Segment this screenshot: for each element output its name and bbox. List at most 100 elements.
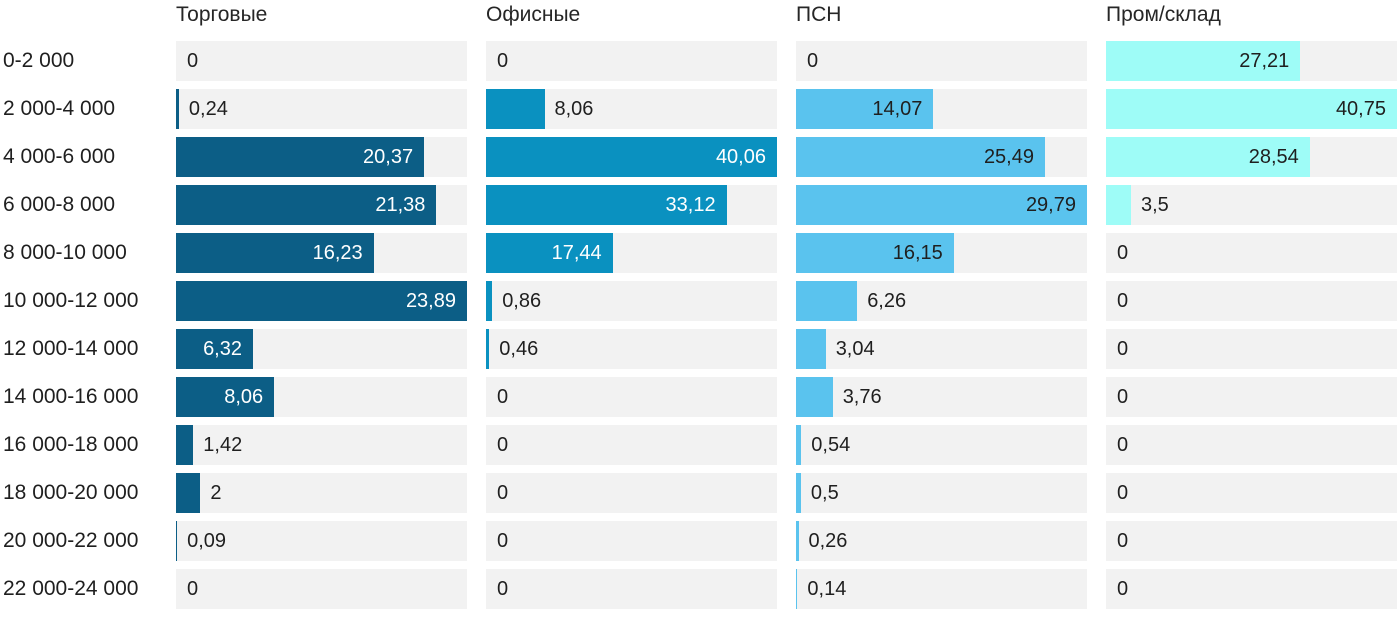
value-label: 0	[187, 50, 199, 72]
bar	[796, 521, 799, 561]
value-label: 16,15	[892, 242, 943, 264]
series-header-ofisnye: Офисные	[486, 3, 581, 26]
value-label: 0	[1117, 290, 1129, 312]
value-label: 0,24	[188, 98, 228, 120]
bar-track: 28,54	[1106, 137, 1397, 177]
value-label: 0,14	[807, 578, 847, 600]
bar-track: 0	[486, 425, 777, 465]
category-label: 20 000-22 000	[3, 529, 139, 552]
bar-track: 0	[486, 41, 777, 81]
category-label: 14 000-16 000	[3, 385, 139, 408]
bar-track: 0	[1106, 521, 1397, 561]
value-label: 0	[497, 386, 509, 408]
value-label: 0	[497, 434, 509, 456]
bar-track: 14,07	[796, 89, 1087, 129]
category-label: 10 000-12 000	[3, 289, 139, 312]
bar-track: 0,86	[486, 281, 777, 321]
bar-track: 23,89	[176, 281, 467, 321]
bar-track: 40,06	[486, 137, 777, 177]
bar-track: 6,32	[176, 329, 467, 369]
value-label: 0	[497, 50, 509, 72]
bar	[1106, 185, 1131, 225]
value-label: 16,23	[312, 242, 363, 264]
value-label: 0	[497, 530, 509, 552]
category-label: 0-2 000	[3, 49, 75, 72]
value-label: 23,89	[405, 290, 456, 312]
bar-track: 0,26	[796, 521, 1087, 561]
value-label: 14,07	[872, 98, 923, 120]
bar	[1106, 89, 1397, 129]
bar	[176, 329, 253, 369]
value-label: 0,26	[808, 530, 848, 552]
bar	[176, 185, 437, 225]
bar-track: 16,23	[176, 233, 467, 273]
value-label: 1,42	[203, 434, 243, 456]
bar-track: 3,04	[796, 329, 1087, 369]
bar	[1106, 137, 1310, 177]
bar-track: 40,75	[1106, 89, 1397, 129]
bar	[176, 281, 467, 321]
bar	[176, 425, 194, 465]
value-label: 0,46	[499, 338, 539, 360]
category-label: 6 000-8 000	[3, 193, 116, 216]
bar-track: 0,09	[176, 521, 467, 561]
bar	[486, 185, 727, 225]
bar	[796, 137, 1045, 177]
bar-track: 0	[1106, 377, 1397, 417]
bar-track: 0	[486, 377, 777, 417]
bar-track: 0	[1106, 281, 1397, 321]
bar-track: 17,44	[486, 233, 777, 273]
bar	[486, 329, 490, 369]
bar	[176, 89, 179, 129]
bar	[1106, 41, 1301, 81]
bar	[796, 569, 798, 609]
series-header-torgovye: Торговые	[176, 3, 268, 26]
bar-track: 16,15	[796, 233, 1087, 273]
bar	[796, 185, 1087, 225]
category-label: 4 000-6 000	[3, 145, 116, 168]
value-label: 0	[497, 482, 509, 504]
bar	[176, 137, 425, 177]
value-label: 0	[1117, 338, 1129, 360]
category-label: 16 000-18 000	[3, 433, 139, 456]
value-label: 0	[187, 578, 199, 600]
value-label: 0	[497, 578, 509, 600]
value-label: 29,79	[1025, 194, 1076, 216]
value-label: 0,09	[187, 530, 227, 552]
bar-track: 2	[176, 473, 467, 513]
bar-track: 0	[486, 569, 777, 609]
bar-track: 0	[176, 41, 467, 81]
value-label: 0	[1117, 242, 1129, 264]
bar	[176, 233, 374, 273]
bar	[486, 137, 777, 177]
bar-track: 8,06	[176, 377, 467, 417]
value-label: 3,76	[842, 386, 882, 408]
value-label: 0,54	[811, 434, 851, 456]
bar-track: 0,24	[176, 89, 467, 129]
value-label: 0,5	[810, 482, 839, 504]
value-label: 2	[210, 482, 222, 504]
bar-track: 0	[1106, 425, 1397, 465]
category-label: 2 000-4 000	[3, 97, 116, 120]
value-label: 20,37	[363, 146, 414, 168]
value-label: 0	[1117, 530, 1129, 552]
value-label: 28,54	[1248, 146, 1299, 168]
bar-track: 0	[176, 569, 467, 609]
category-label: 18 000-20 000	[3, 481, 139, 504]
bar-track: 0	[486, 473, 777, 513]
bar	[796, 329, 826, 369]
corner-spacer	[3, 3, 157, 33]
bar	[176, 473, 201, 513]
bar-track: 25,49	[796, 137, 1087, 177]
bar	[796, 377, 833, 417]
bar-track: 1,42	[176, 425, 467, 465]
bar-track: 20,37	[176, 137, 467, 177]
value-label: 27,21	[1239, 50, 1290, 72]
category-label: 22 000-24 000	[3, 577, 139, 600]
value-label: 0	[1117, 482, 1129, 504]
bar	[796, 425, 802, 465]
series-header-prom-sklad: Пром/склад	[1106, 3, 1221, 26]
value-label: 6,26	[867, 290, 907, 312]
bar	[796, 89, 934, 129]
bar-track: 0	[1106, 329, 1397, 369]
